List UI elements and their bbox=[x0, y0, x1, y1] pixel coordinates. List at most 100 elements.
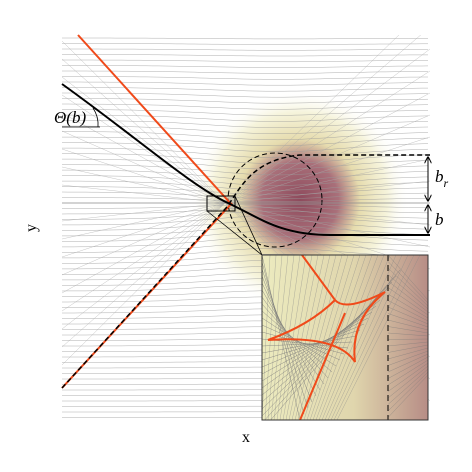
ray bbox=[62, 59, 428, 62]
ray bbox=[276, 255, 301, 420]
ray bbox=[62, 175, 429, 186]
ray bbox=[294, 255, 337, 420]
ray bbox=[62, 114, 429, 122]
ray bbox=[387, 274, 428, 310]
ray bbox=[62, 125, 429, 134]
y-label: y bbox=[23, 224, 40, 232]
br-base: b bbox=[435, 167, 444, 186]
inset-bg bbox=[262, 255, 428, 420]
zoom-line bbox=[206, 210, 263, 256]
ray bbox=[62, 103, 429, 110]
ray bbox=[62, 65, 429, 68]
ray bbox=[387, 300, 428, 322]
ray bbox=[62, 204, 429, 209]
theta-label: Θ(b) bbox=[54, 108, 86, 127]
ray bbox=[62, 225, 429, 237]
ray bbox=[264, 255, 277, 420]
ray bbox=[62, 98, 429, 104]
ray bbox=[62, 92, 429, 98]
ray bbox=[330, 255, 409, 420]
ray bbox=[62, 242, 429, 253]
ray bbox=[387, 267, 428, 307]
ray bbox=[279, 255, 307, 420]
ray bbox=[282, 255, 313, 420]
ray bbox=[62, 236, 429, 248]
inset bbox=[261, 254, 429, 421]
ray bbox=[62, 43, 428, 45]
ray bbox=[262, 335, 357, 354]
x-label: x bbox=[242, 429, 250, 446]
ray bbox=[62, 215, 429, 226]
zoom-line bbox=[234, 195, 263, 256]
ray bbox=[62, 120, 429, 128]
trajectory bbox=[61, 83, 430, 236]
ray bbox=[387, 313, 428, 328]
ray bbox=[387, 359, 428, 386]
asymptote bbox=[77, 34, 233, 206]
ray bbox=[270, 255, 289, 420]
ray bbox=[387, 374, 428, 418]
br-label: br bbox=[435, 167, 449, 190]
ray bbox=[387, 347, 428, 360]
br-sub: r bbox=[444, 176, 449, 190]
ray bbox=[288, 255, 325, 420]
ray bbox=[62, 136, 429, 146]
ray bbox=[387, 319, 428, 331]
ray bbox=[285, 255, 319, 420]
ray bbox=[62, 81, 429, 86]
ray bbox=[262, 341, 353, 347]
ray bbox=[336, 255, 421, 420]
ray bbox=[62, 158, 429, 170]
ray bbox=[387, 326, 428, 334]
ray bbox=[291, 255, 331, 420]
ray bbox=[315, 255, 379, 420]
ray bbox=[387, 365, 428, 399]
ray bbox=[312, 255, 373, 420]
ray bbox=[62, 48, 429, 51]
ray bbox=[62, 248, 429, 259]
ray bbox=[387, 293, 428, 319]
ray bbox=[387, 356, 428, 379]
ray bbox=[327, 255, 403, 420]
ray bbox=[62, 142, 429, 152]
ray bbox=[387, 353, 428, 373]
ray bbox=[333, 255, 415, 420]
ray bbox=[62, 70, 428, 74]
inset-frame bbox=[261, 254, 429, 421]
ray bbox=[273, 255, 295, 420]
ray bbox=[387, 306, 428, 325]
ray bbox=[62, 164, 429, 176]
ray bbox=[62, 76, 428, 80]
ray bbox=[324, 255, 397, 420]
ray bbox=[387, 332, 428, 337]
ray bbox=[62, 131, 429, 141]
ray bbox=[62, 87, 428, 92]
ray bbox=[62, 153, 429, 164]
ray bbox=[62, 37, 428, 40]
ray bbox=[387, 255, 428, 301]
ray bbox=[387, 280, 428, 313]
ray bbox=[62, 220, 429, 231]
ray bbox=[262, 329, 361, 361]
ray bbox=[262, 255, 301, 420]
ray bbox=[318, 255, 385, 420]
critical-trajectory bbox=[61, 154, 430, 389]
angle-arc bbox=[92, 107, 99, 128]
ray bbox=[62, 109, 429, 116]
ray bbox=[262, 261, 305, 415]
ray bbox=[297, 255, 343, 420]
ray bbox=[62, 180, 429, 191]
ray bbox=[387, 371, 428, 412]
b-label: b bbox=[435, 210, 444, 229]
ray bbox=[387, 341, 428, 347]
ray bbox=[387, 338, 428, 340]
ray bbox=[62, 191, 429, 199]
ray bbox=[62, 169, 429, 181]
ray bbox=[62, 186, 429, 196]
ray bbox=[62, 54, 428, 57]
ray bbox=[387, 350, 428, 366]
ray bbox=[62, 207, 429, 215]
ray bbox=[387, 362, 428, 392]
caustic bbox=[267, 255, 386, 420]
